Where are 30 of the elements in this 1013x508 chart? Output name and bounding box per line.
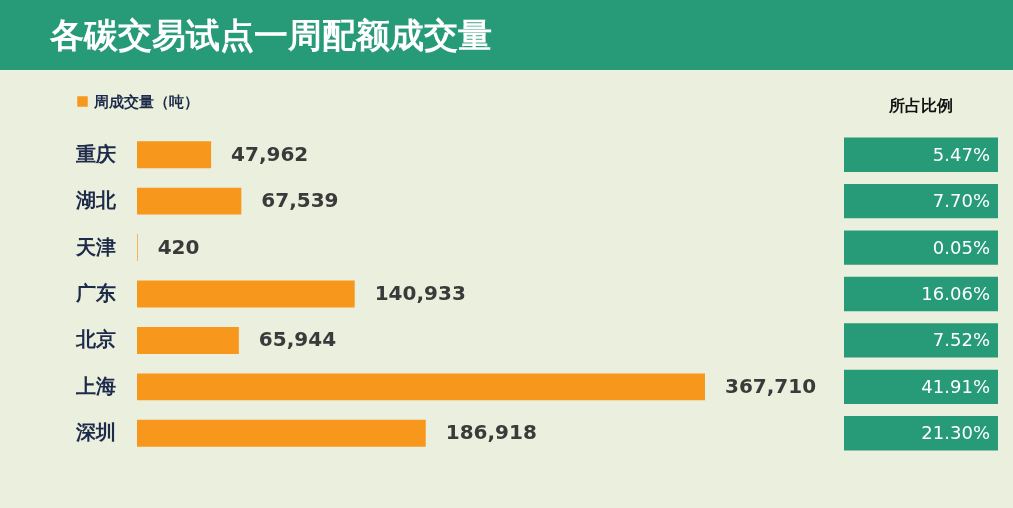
text: 7.70%	[932, 190, 990, 212]
text: 5.47%	[932, 143, 990, 165]
bar	[137, 187, 242, 215]
y-tick-label: 广东	[74, 281, 116, 305]
text: 7.52%	[932, 329, 990, 351]
data-label: 65,944	[258, 327, 337, 352]
bar	[137, 373, 705, 401]
y-tick-label: 重庆	[74, 141, 116, 166]
y-tick-label: 上海	[74, 373, 116, 398]
data-label: 140,933	[374, 281, 466, 305]
bar	[137, 280, 355, 308]
y-tick-label: 北京	[74, 327, 116, 352]
y-tick-label: 深圳	[74, 420, 116, 445]
bar	[137, 419, 426, 447]
text: 0.05%	[932, 236, 990, 258]
data-label: 367,710	[725, 373, 817, 398]
bar	[137, 141, 212, 169]
y-tick-label: 湖北	[74, 188, 117, 213]
bar	[137, 326, 239, 354]
text: 所占比例	[888, 96, 953, 115]
data-label: 47,962	[231, 141, 309, 166]
chart-title: 各碳交易试点一周配额成交量	[0, 0, 1013, 70]
data-label: 67,539	[261, 188, 339, 213]
legend-label: 周成交量（吨）	[93, 92, 199, 111]
y-tick-label: 天津	[74, 234, 116, 259]
data-label: 186,918	[445, 420, 537, 445]
text: 41.91%	[921, 375, 990, 397]
text: 16.06%	[921, 283, 990, 304]
data-label: 420	[157, 234, 200, 259]
text: 21.30%	[921, 422, 990, 444]
